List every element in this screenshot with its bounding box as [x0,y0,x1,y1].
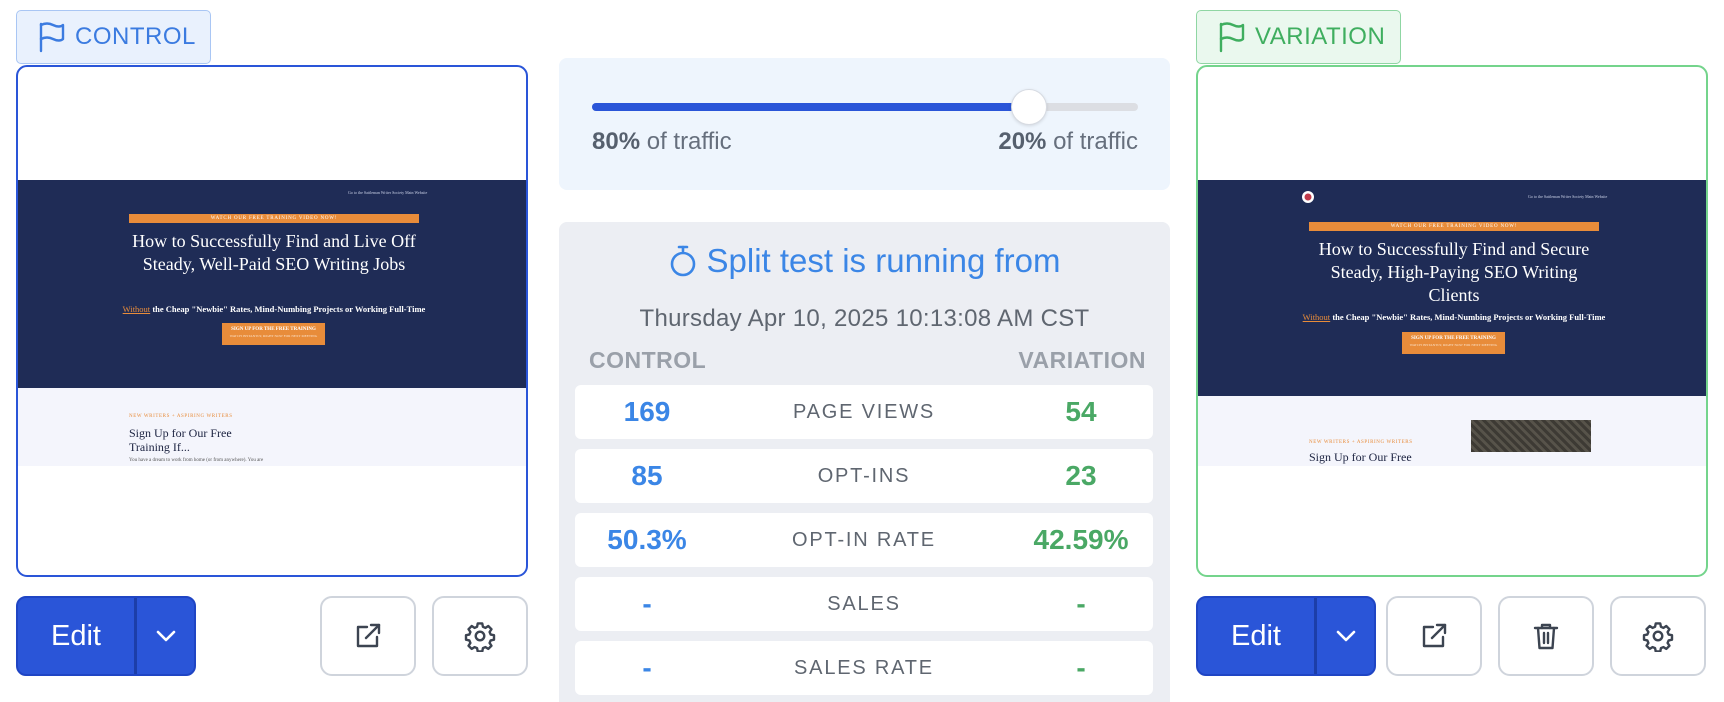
external-link-icon [356,623,381,648]
traffic-suffix: of traffic [1046,128,1138,155]
external-link-icon [1422,623,1447,648]
preview-cta: SIGN UP FOR THE FREE TRAINING WATCH INST… [1402,332,1505,354]
control-open-external-button[interactable] [320,596,416,676]
gear-icon [464,622,496,652]
button-divider [134,598,137,674]
variation-tag: VARIATION [1196,10,1401,64]
preview-banner: WATCH OUR FREE TRAINING VIDEO NOW! [129,214,419,223]
stats-row: 85 OPT-INS 23 [575,449,1153,503]
control-edit-button[interactable]: Edit [51,619,101,652]
flag-icon [39,22,65,53]
preview-photo [1471,420,1591,452]
control-value: 50.3% [607,524,687,555]
trash-icon [1533,623,1559,650]
preview-cta: SIGN UP FOR THE FREE TRAINING WATCH INST… [222,323,325,345]
preview-cta-sub: WATCH INSTANTLY, RIGHT NOW FOR NEXT MEET… [1409,343,1498,347]
stats-row: - SALES RATE - [575,641,1153,695]
variation-settings-button[interactable] [1610,596,1706,676]
metric-label: PAGE VIEWS [792,401,936,423]
variation-value: - [1076,652,1086,683]
split-test-stats-panel: Split test is running from Thursday Apr … [559,222,1170,702]
stats-row: - SALES - [575,577,1153,631]
test-start-datetime: Thursday Apr 10, 2025 10:13:08 AM CST [639,305,1090,332]
control-value: 85 [631,460,663,491]
traffic-slider-handle[interactable] [1010,89,1047,125]
variation-tag-label: VARIATION [1255,23,1386,50]
gear-icon [1642,622,1674,652]
preview-headline: How to Successfully Find and Live Off St… [132,231,416,274]
flag-icon [1219,22,1245,53]
control-preview[interactable]: Go to the Sattleman Writer Society Main … [16,65,528,577]
variation-value: 54 [1065,396,1097,427]
running-status: Split test is running from [559,242,1170,280]
preview-sub-text: the Cheap "Newbie" Rates, Mind-Numbing P… [150,304,426,314]
stopwatch-icon [670,245,695,277]
preview-subheadline: Without the Cheap "Newbie" Rates, Mind-N… [78,304,470,314]
control-preview-lower: NEW WRITERS + ASPIRING WRITERS Sign Up f… [18,388,526,466]
control-traffic-label: 80% of traffic [592,128,732,156]
preview-cta-label: SIGN UP FOR THE FREE TRAINING [231,327,316,332]
preview-eyebrow: NEW WRITERS + ASPIRING WRITERS [129,414,233,419]
control-value: - [642,588,652,619]
control-preview-hero: Go to the Sattleman Writer Society Main … [18,180,526,388]
preview-subheadline: Without the Cheap "Newbie" Rates, Mind-N… [1258,312,1650,322]
variation-edit-button-group: Edit [1196,596,1376,676]
preview-banner: WATCH OUR FREE TRAINING VIDEO NOW! [1309,222,1599,231]
control-column-header: CONTROL [589,347,707,373]
variation-preview-lower: NEW WRITERS + ASPIRING WRITERS Sign Up f… [1198,396,1706,466]
control-value: - [642,652,652,683]
preview-eyebrow: NEW WRITERS + ASPIRING WRITERS [1309,440,1413,445]
variation-preview-hero: Go to the Sattleman Writer Society Main … [1198,180,1706,396]
variation-delete-button[interactable] [1498,596,1594,676]
control-traffic-pct: 80% [592,128,641,155]
traffic-slider-track[interactable] [592,89,1138,125]
stats-row: 169 PAGE VIEWS 54 [575,385,1153,439]
traffic-suffix: of traffic [640,128,732,155]
variation-value: 42.59% [1033,524,1129,555]
control-edit-button-group: Edit [16,596,196,676]
preview-cta-sub: WATCH INSTANTLY, RIGHT NOW FOR NEXT MEET… [229,334,318,338]
variation-edit-button[interactable]: Edit [1231,619,1281,652]
preview-sub-emphasis: Without [1302,312,1331,322]
preview-headline: How to Successfully Find and Secure Stea… [1318,239,1590,305]
variation-preview[interactable]: Go to the Sattleman Writer Society Main … [1196,65,1708,577]
metric-label: SALES [827,593,901,615]
button-divider [1314,598,1317,674]
running-status-label: Split test is running from [706,242,1061,279]
preview-sub-emphasis: Without [122,304,151,314]
preview-section-title: Sign Up for Our Free [1309,450,1412,464]
variation-traffic-pct: 20% [998,128,1047,155]
variation-column-header: VARIATION [1018,347,1146,373]
chevron-down-icon [156,630,175,642]
variation-edit-dropdown-button[interactable] [1317,598,1374,674]
variation-value: - [1076,588,1086,619]
variation-value: 23 [1065,460,1097,491]
variation-traffic-label: 20% of traffic [998,128,1138,156]
control-tag-label: CONTROL [75,23,196,50]
preview-section-text: You have a dream to work from home (or f… [129,458,264,463]
preview-nav-link: Go to the Sattleman Writer Society Main … [1528,194,1608,199]
control-value: 169 [623,396,671,427]
site-logo-icon [1302,191,1314,203]
preview-nav-link: Go to the Sattleman Writer Society Main … [348,190,428,195]
chevron-down-icon [1336,630,1355,642]
control-edit-dropdown-button[interactable] [137,598,194,674]
traffic-split-panel: 80% of traffic 20% of traffic [559,58,1170,190]
preview-sub-text: the Cheap "Newbie" Rates, Mind-Numbing P… [1330,312,1606,322]
metric-label: SALES RATE [794,657,934,679]
control-tag: CONTROL [16,10,211,64]
variation-open-external-button[interactable] [1386,596,1482,676]
metric-label: OPT-INS [817,465,911,487]
preview-cta-label: SIGN UP FOR THE FREE TRAINING [1411,336,1496,341]
stats-row: 50.3% OPT-IN RATE 42.59% [575,513,1153,567]
traffic-slider-fill [592,103,1029,111]
metric-label: OPT-IN RATE [792,529,936,551]
preview-section-title: Sign Up for Our Free Training If... [129,426,232,454]
control-settings-button[interactable] [432,596,528,676]
